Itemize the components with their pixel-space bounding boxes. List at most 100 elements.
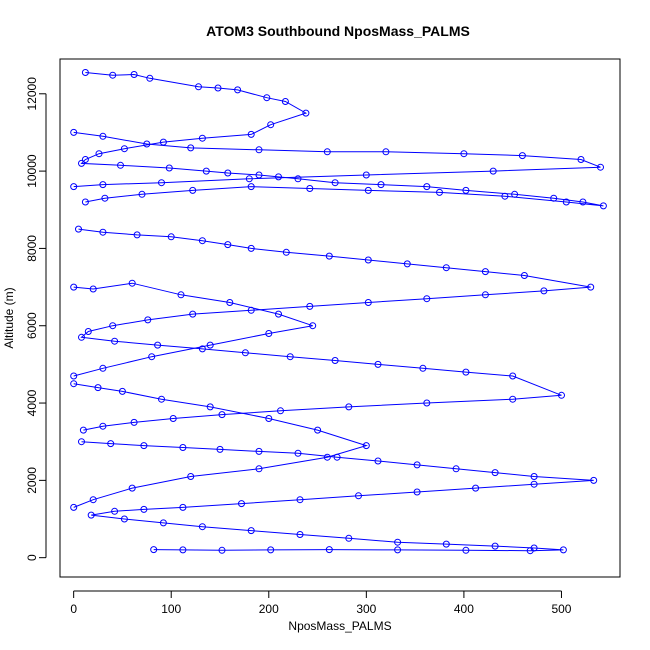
series-line-2 <box>78 228 591 431</box>
data-point <box>413 488 421 496</box>
y-tick-label: 2000 <box>25 467 39 494</box>
data-point <box>234 86 242 94</box>
data-point <box>491 469 499 477</box>
data-point <box>107 440 115 448</box>
series-line-6 <box>73 383 368 508</box>
data-point <box>452 465 460 473</box>
data-point <box>364 186 372 194</box>
data-point <box>187 144 195 152</box>
y-tick-label: 10000 <box>25 154 39 188</box>
data-point <box>481 291 489 299</box>
x-axis-label: NposMass_PALMS <box>288 619 391 633</box>
data-point <box>247 130 255 138</box>
y-tick-label: 8000 <box>25 235 39 262</box>
data-point <box>377 181 385 189</box>
data-point <box>241 349 249 357</box>
data-point <box>117 161 124 169</box>
data-point <box>423 295 431 303</box>
data-point <box>84 328 92 335</box>
data-point <box>99 364 107 372</box>
data-point <box>526 547 534 555</box>
data-point <box>325 546 333 554</box>
data-point <box>275 173 282 181</box>
x-tick-label: 400 <box>454 602 474 616</box>
data-point <box>143 140 151 148</box>
data-point <box>267 546 275 554</box>
data-point <box>323 453 331 461</box>
data-point <box>224 169 232 177</box>
data-point <box>362 171 370 179</box>
data-point <box>501 192 509 200</box>
data-point <box>198 134 206 142</box>
data-point <box>460 150 468 158</box>
data-point <box>78 333 85 341</box>
data-point <box>99 228 107 236</box>
data-point <box>109 322 117 330</box>
data-point <box>198 523 206 531</box>
data-point <box>89 496 97 504</box>
data-point <box>99 132 107 140</box>
data-point <box>419 364 427 372</box>
data-point <box>355 492 362 500</box>
data-point <box>70 183 78 191</box>
data-point <box>128 279 136 287</box>
data-point <box>277 407 284 415</box>
data-point <box>158 395 165 403</box>
data-point <box>331 179 339 187</box>
data-point <box>577 156 585 163</box>
data-point <box>130 418 138 426</box>
data-point <box>81 198 89 206</box>
series-line-4 <box>73 131 601 188</box>
data-point <box>158 179 165 187</box>
data-point <box>247 527 255 535</box>
data-point <box>99 422 107 430</box>
data-point <box>265 330 273 337</box>
data-point <box>579 198 587 206</box>
plot-area <box>70 69 607 555</box>
data-point <box>509 372 517 380</box>
data-point <box>345 403 353 411</box>
data-point <box>472 484 480 492</box>
data-point <box>331 357 339 364</box>
data-point <box>75 225 82 233</box>
data-point <box>364 299 372 306</box>
data-point <box>118 387 126 395</box>
data-point <box>179 503 187 511</box>
data-point <box>179 444 187 451</box>
data-point <box>78 159 85 167</box>
data-point <box>296 531 304 538</box>
data-point <box>442 264 450 272</box>
data-point <box>81 69 89 76</box>
data-point <box>189 310 197 318</box>
y-tick-label: 4000 <box>25 389 39 416</box>
data-point <box>198 345 206 353</box>
data-point <box>462 368 470 376</box>
data-point <box>511 190 519 198</box>
data-point <box>87 511 95 519</box>
data-point <box>314 426 322 434</box>
data-point <box>120 515 128 523</box>
data-point <box>146 74 154 82</box>
data-point <box>364 256 372 264</box>
data-point <box>255 447 263 455</box>
data-point <box>165 164 173 172</box>
data-point <box>111 507 119 515</box>
data-point <box>198 237 206 245</box>
data-point <box>562 198 570 206</box>
data-point <box>462 546 470 554</box>
data-point <box>70 372 78 380</box>
data-point <box>206 403 214 411</box>
data-point <box>540 287 548 295</box>
y-axis: 0 2000 4000 6000 8000 10000 12000 <box>25 77 47 561</box>
data-point <box>247 183 255 191</box>
data-point <box>238 500 245 508</box>
x-axis: 0 100 200 300 400 500 <box>70 590 572 616</box>
data-point <box>520 272 528 279</box>
series-line-3 <box>81 441 594 552</box>
data-point <box>597 163 604 171</box>
data-point <box>70 380 78 388</box>
data-point <box>481 268 489 276</box>
data-point <box>530 480 538 488</box>
data-point <box>154 341 162 349</box>
